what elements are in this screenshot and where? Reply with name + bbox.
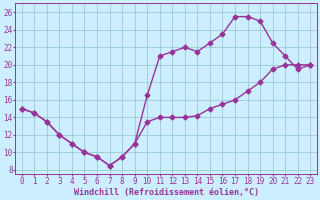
X-axis label: Windchill (Refroidissement éolien,°C): Windchill (Refroidissement éolien,°C) [74,188,259,197]
